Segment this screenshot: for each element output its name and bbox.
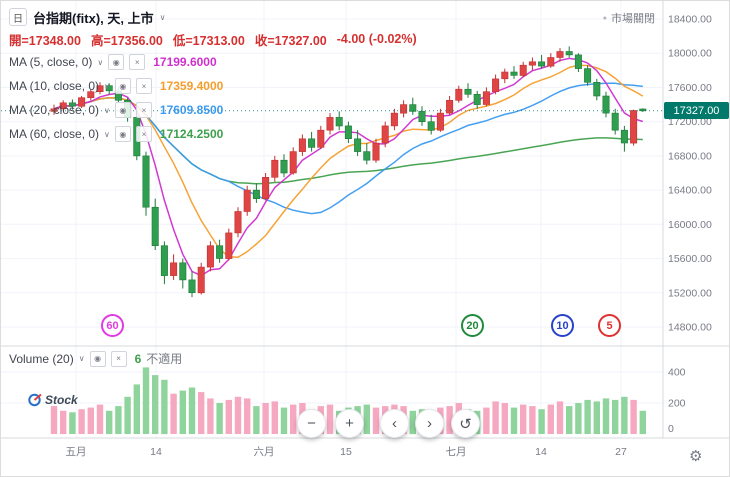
time-axis-label: 14 xyxy=(535,446,547,458)
indicator-value: 17199.6000 xyxy=(153,55,217,69)
status-dot-icon: ● xyxy=(602,14,607,22)
indicator-value: 17124.2500 xyxy=(159,127,224,141)
ma-flag-20[interactable]: 20 xyxy=(461,314,484,337)
ma-flag-60[interactable]: 60 xyxy=(101,314,124,337)
indicator-label: MA (10, close, 0) xyxy=(9,79,100,93)
interval-icon[interactable]: 日 xyxy=(9,8,27,26)
close-icon[interactable]: × xyxy=(135,102,152,118)
price-axis-label: 18400.00 xyxy=(668,14,712,26)
price-axis-label: 14800.00 xyxy=(668,322,712,334)
market-status-label: 市場關閉 xyxy=(611,13,655,25)
time-axis-label: 六月 xyxy=(254,446,275,458)
low-value: 低=17313.00 xyxy=(172,33,245,48)
eye-icon[interactable]: ◉ xyxy=(114,126,131,142)
ohlc-strip: 開=17348.00 高=17356.00 低=17313.00 收=17327… xyxy=(9,28,417,50)
reset-chart-button[interactable]: ↺ xyxy=(451,409,480,438)
price-axis-label: 15200.00 xyxy=(668,287,712,299)
eye-icon[interactable]: ◉ xyxy=(108,54,125,70)
volume-legend[interactable]: Volume (20) ∨ ◉ × 6 不適用 xyxy=(9,350,182,367)
time-axis[interactable]: 五月 14 六月 15 七月 14 27 xyxy=(66,446,627,458)
chart-legend: 日 台指期(fitx), 天, 上市 ∨ 開=17348.00 高=17356.… xyxy=(9,6,417,146)
indicator-legend-ma10[interactable]: MA (10, close, 0) ∨ ◉ × 17359.4000 xyxy=(9,74,417,98)
chevron-down-icon[interactable]: ∨ xyxy=(104,129,110,139)
eye-icon[interactable]: ◉ xyxy=(114,78,131,94)
chevron-down-icon[interactable]: ∨ xyxy=(104,105,110,115)
settings-gear-icon[interactable]: ⚙ xyxy=(689,448,703,465)
indicator-legend-ma5[interactable]: MA (5, close, 0) ∨ ◉ × 17199.6000 xyxy=(9,50,417,74)
watermark-logo-icon xyxy=(28,393,42,407)
indicator-value: 17359.4000 xyxy=(159,79,224,93)
chevron-down-icon[interactable]: ∨ xyxy=(104,81,110,91)
watermark-text: Stock xyxy=(45,392,78,407)
high-value: 高=17356.00 xyxy=(90,33,163,48)
ma-flag-10[interactable]: 10 xyxy=(551,314,574,337)
last-price-badge: 17327.00 xyxy=(664,102,729,120)
close-icon[interactable]: × xyxy=(135,126,152,142)
change-value: -4.00 (-0.02%) xyxy=(336,32,417,46)
price-axis-label: 18000.00 xyxy=(668,48,712,60)
price-axis-label: 17200.00 xyxy=(668,116,712,128)
indicator-label: MA (20, close, 0) xyxy=(9,103,100,117)
close-value: 收=17327.00 xyxy=(254,33,327,48)
scroll-right-button[interactable]: › xyxy=(415,409,444,438)
chevron-down-icon[interactable]: ∨ xyxy=(159,12,166,22)
chevron-down-icon[interactable]: ∨ xyxy=(97,57,104,67)
scroll-left-button[interactable]: ‹ xyxy=(380,409,409,438)
open-value: 開=17348.00 xyxy=(9,33,81,48)
indicator-value: 17609.8500 xyxy=(159,103,224,117)
volume-value: 6 xyxy=(134,351,142,366)
ma-lines-layer xyxy=(53,57,644,277)
volume-label: Volume (20) xyxy=(9,351,74,366)
indicator-label: MA (60, close, 0) xyxy=(9,127,100,141)
market-status: ● 市場關閉 xyxy=(603,10,655,26)
chevron-down-icon[interactable]: ∨ xyxy=(78,354,85,363)
indicator-legend-ma60[interactable]: MA (60, close, 0) ∨ ◉ × 17124.2500 xyxy=(9,122,417,146)
price-axis-label: 16000.00 xyxy=(668,219,712,231)
price-axis-label: 15600.00 xyxy=(668,253,712,265)
ma-flag-5[interactable]: 5 xyxy=(598,314,621,337)
price-axis[interactable]: 18400.00 18000.00 17600.00 17200.00 16800.00… xyxy=(668,14,712,436)
indicator-label: MA (5, close, 0) xyxy=(9,55,93,69)
zoom-out-button[interactable]: − xyxy=(297,409,326,438)
time-axis-label: 15 xyxy=(340,446,352,458)
price-axis-label: 17600.00 xyxy=(668,82,712,94)
zoom-in-button[interactable]: + xyxy=(335,409,364,438)
time-axis-label: 27 xyxy=(615,446,627,458)
close-icon[interactable]: × xyxy=(135,78,152,94)
eye-icon[interactable]: ◉ xyxy=(114,102,131,118)
stock-watermark: Stock xyxy=(27,392,78,407)
candles-layer xyxy=(50,46,647,298)
volume-axis-label: 0 xyxy=(668,423,674,435)
volume-axis-label: 200 xyxy=(668,398,686,410)
close-icon[interactable]: × xyxy=(110,350,127,367)
time-axis-label: 七月 xyxy=(446,446,467,458)
eye-icon[interactable]: ◉ xyxy=(89,350,106,367)
price-axis-label: 16400.00 xyxy=(668,185,712,197)
symbol-title: 台指期(fitx), 天, 上市 xyxy=(33,10,154,26)
symbol-row[interactable]: 日 台指期(fitx), 天, 上市 ∨ xyxy=(9,6,417,28)
volume-na-label: 不適用 xyxy=(146,352,183,366)
time-axis-label: 五月 xyxy=(66,446,87,458)
indicator-legend-ma20[interactable]: MA (20, close, 0) ∨ ◉ × 17609.8500 xyxy=(9,98,417,122)
close-icon[interactable]: × xyxy=(129,54,146,70)
time-axis-label: 14 xyxy=(150,446,162,458)
price-axis-label: 16800.00 xyxy=(668,150,712,162)
volume-axis-label: 400 xyxy=(668,367,686,379)
